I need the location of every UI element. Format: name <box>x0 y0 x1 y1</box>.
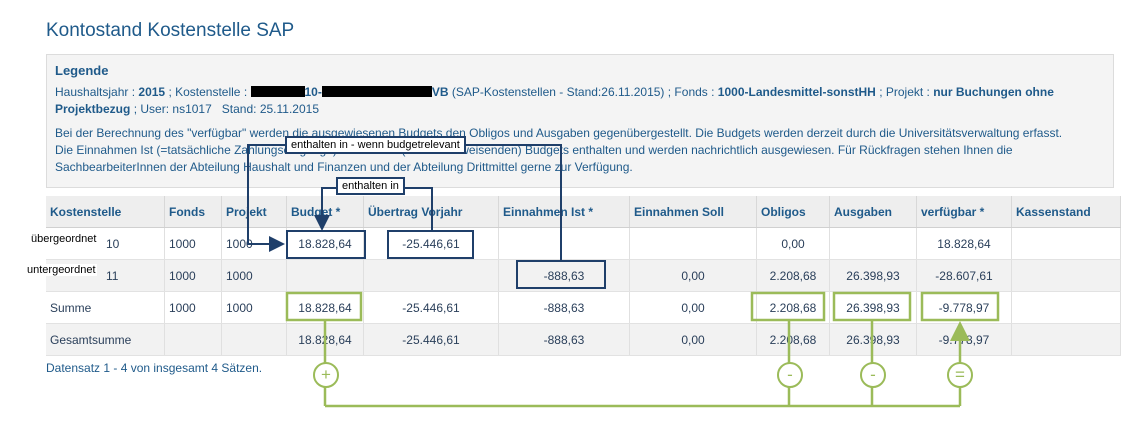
stand-label: Stand: <box>221 102 257 116</box>
user-label: ; User: <box>133 102 170 116</box>
table-cell: 1000 <box>164 291 222 324</box>
projekt-value: nur Buchungen ohne <box>933 85 1054 99</box>
label-uebergeordnet: übergeordnet <box>30 233 98 245</box>
table-cell: 2.208,68 <box>756 323 830 356</box>
table-cell: 2.208,68 <box>756 291 830 324</box>
table-cell: 0,00 <box>629 291 757 324</box>
kostenstelle-value-start: 10- <box>304 85 322 99</box>
kontostand-table: Kostenstelle Fonds Projekt Budget * Über… <box>46 196 1121 356</box>
table-cell <box>1011 291 1121 324</box>
kostenstelle-label: ; Kostenstelle : <box>168 85 248 99</box>
table-cell: 1000 <box>221 259 287 292</box>
summe-ausgaben-box <box>832 291 912 322</box>
table-cell: -25.446,61 <box>363 323 499 356</box>
column-header[interactable]: Kostenstelle <box>46 196 165 228</box>
legend-panel: Legende Haushaltsjahr : 2015 ; Kostenste… <box>46 54 1114 188</box>
table-cell <box>1011 323 1121 356</box>
column-header[interactable]: Budget * <box>286 196 364 228</box>
legend-meta-line-2: Projektbezug ; User: ns1017 Stand: 25.11… <box>55 102 319 116</box>
kostenstelle-value-end: VB <box>431 85 449 99</box>
haushaltsjahr-value: 2015 <box>138 85 166 99</box>
table-cell <box>221 323 287 356</box>
page-title: Kontostand Kostenstelle SAP <box>46 20 295 41</box>
table-cell: -888,63 <box>498 259 630 292</box>
table-cell: 26.398,93 <box>829 291 917 324</box>
label-enthalten-budgetrelevant: enthalten in - wenn budgetrelevant <box>285 136 466 154</box>
table-cell: -888,63 <box>498 291 630 324</box>
table-cell <box>164 323 222 356</box>
plus-icon: + <box>313 362 339 388</box>
legend-heading: Legende <box>55 63 109 78</box>
arrow-einnahmen-to-budget <box>247 144 562 261</box>
einnahmen-highlight-box <box>516 260 606 289</box>
projekt-value-2: Projektbezug <box>55 102 131 116</box>
redacted-block <box>250 86 305 97</box>
label-enthalten-in: enthalten in <box>336 177 405 195</box>
table-cell <box>1011 259 1121 292</box>
table-cell: -25.446,61 <box>363 227 499 260</box>
column-header[interactable]: Obligos <box>756 196 830 228</box>
legend-description-3: SachbearbeiterInnen der Abteilung Hausha… <box>55 160 633 174</box>
table-row: Summe 1000 1000 18.828,64 -25.446,61 -88… <box>46 291 1121 324</box>
table-cell <box>829 227 917 260</box>
column-header[interactable]: Fonds <box>164 196 222 228</box>
summe-verfuegbar-box <box>920 291 1000 322</box>
table-cell: 2.208,68 <box>756 259 830 292</box>
table-cell: -888,63 <box>498 323 630 356</box>
table-cell: 0,00 <box>629 259 757 292</box>
projekt-label: ; Projekt : <box>879 85 930 99</box>
budget-highlight-box <box>286 230 366 259</box>
column-header[interactable]: verfügbar * <box>916 196 1012 228</box>
table-cell: 1000 <box>164 259 222 292</box>
table-row: 11 1000 1000 -888,63 0,00 2.208,68 26.39… <box>46 259 1121 292</box>
column-header[interactable]: Einnahmen Soll <box>629 196 757 228</box>
uebertrag-highlight-box <box>387 230 474 259</box>
table-header-row: Kostenstelle Fonds Projekt Budget * Über… <box>46 196 1121 228</box>
stand-value: 25.11.2015 <box>259 102 319 116</box>
table-cell: 26.398,93 <box>829 259 917 292</box>
column-header[interactable]: Ausgaben <box>829 196 917 228</box>
user-value: ns1017 <box>172 102 212 116</box>
column-header[interactable]: Kassenstand <box>1011 196 1121 228</box>
table-cell: 0,00 <box>756 227 830 260</box>
table-cell <box>629 227 757 260</box>
redacted-block <box>321 86 432 97</box>
table-cell <box>1011 227 1121 260</box>
legend-meta-line: Haushaltsjahr : 2015 ; Kostenstelle : 10… <box>55 85 1054 99</box>
table-cell: Summe <box>46 291 165 324</box>
table-cell: -9.778,97 <box>916 291 1012 324</box>
kostenstelle-note: (SAP-Kostenstellen - Stand:26.11.2015) ;… <box>451 85 715 99</box>
table-cell: 0,00 <box>629 323 757 356</box>
table-cell: 18.828,64 <box>916 227 1012 260</box>
summe-budget-box <box>285 291 363 322</box>
table-cell: 1000 <box>164 227 222 260</box>
table-cell: -25.446,61 <box>363 291 499 324</box>
table-cell <box>363 259 499 292</box>
table-cell <box>286 259 364 292</box>
table-cell: 1000 <box>221 291 287 324</box>
column-header[interactable]: Projekt <box>221 196 287 228</box>
equals-icon: = <box>947 362 973 388</box>
table-cell: Gesamtsumme <box>46 323 165 356</box>
table-cell: 18.828,64 <box>286 227 364 260</box>
minus-icon: - <box>860 362 886 388</box>
minus-icon: - <box>777 362 803 388</box>
record-count: Datensatz 1 - 4 von insgesamt 4 Sätzen. <box>46 361 263 375</box>
table-cell <box>498 227 630 260</box>
summe-obligos-box <box>750 291 826 322</box>
fonds-value: 1000-Landesmittel-sonstHH <box>717 85 876 99</box>
column-header[interactable]: Einnahmen Ist * <box>498 196 630 228</box>
table-cell: 18.828,64 <box>286 291 364 324</box>
haushaltsjahr-label: Haushaltsjahr : <box>55 85 136 99</box>
table-cell: -28.607,61 <box>916 259 1012 292</box>
label-untergeordnet: untergeordnet <box>26 264 97 276</box>
